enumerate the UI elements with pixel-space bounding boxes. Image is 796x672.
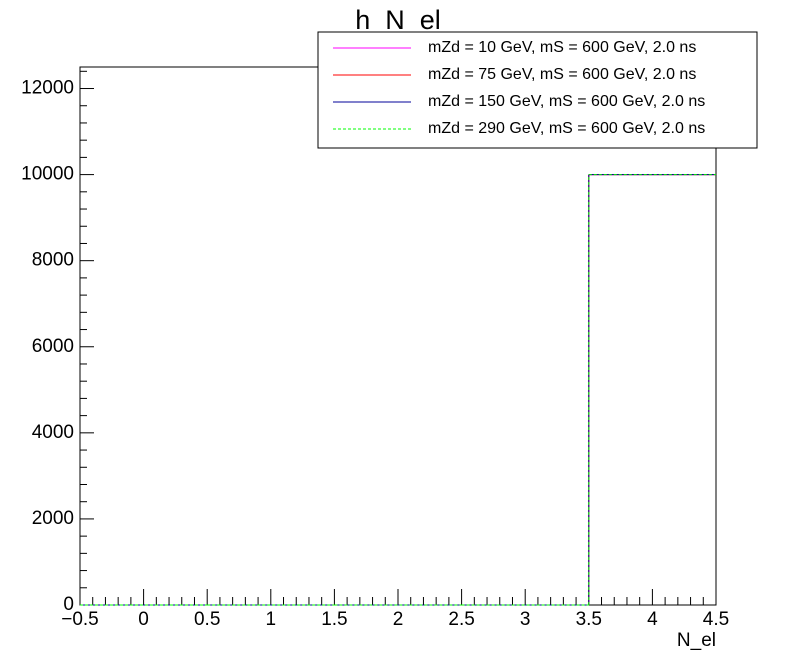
x-tick-label: 0 (138, 609, 149, 630)
y-tick-label: 4000 (32, 422, 74, 443)
legend-label: mZd = 75 GeV, mS = 600 GeV, 2.0 ns (428, 66, 696, 83)
y-tick-label: 0 (63, 594, 74, 615)
x-tick-label: 3 (520, 609, 531, 630)
legend-box (317, 31, 758, 149)
x-tick-label: 4 (647, 609, 658, 630)
y-tick-label: 2000 (32, 508, 74, 529)
y-tick-label: 6000 (32, 336, 74, 357)
y-tick-label: 8000 (32, 250, 74, 271)
legend-label: mZd = 150 GeV, mS = 600 GeV, 2.0 ns (428, 93, 705, 110)
x-tick-label: 1.5 (321, 609, 347, 630)
x-tick-label: 2.5 (448, 609, 474, 630)
x-tick-label: −0.5 (61, 609, 99, 630)
x-tick-label: 3.5 (576, 609, 602, 630)
x-tick-label: 1 (266, 609, 277, 630)
y-tick-label: 12000 (21, 78, 74, 99)
y-tick-label: 10000 (21, 164, 74, 185)
legend-label: mZd = 290 GeV, mS = 600 GeV, 2.0 ns (428, 120, 705, 137)
x-axis-label: N_el (677, 630, 716, 651)
x-tick-label: 2 (393, 609, 404, 630)
legend-label: mZd = 10 GeV, mS = 600 GeV, 2.0 ns (428, 39, 696, 56)
x-tick-label: 0.5 (194, 609, 220, 630)
x-tick-label: 4.5 (703, 609, 729, 630)
chart-title: h_N_el (355, 5, 441, 35)
